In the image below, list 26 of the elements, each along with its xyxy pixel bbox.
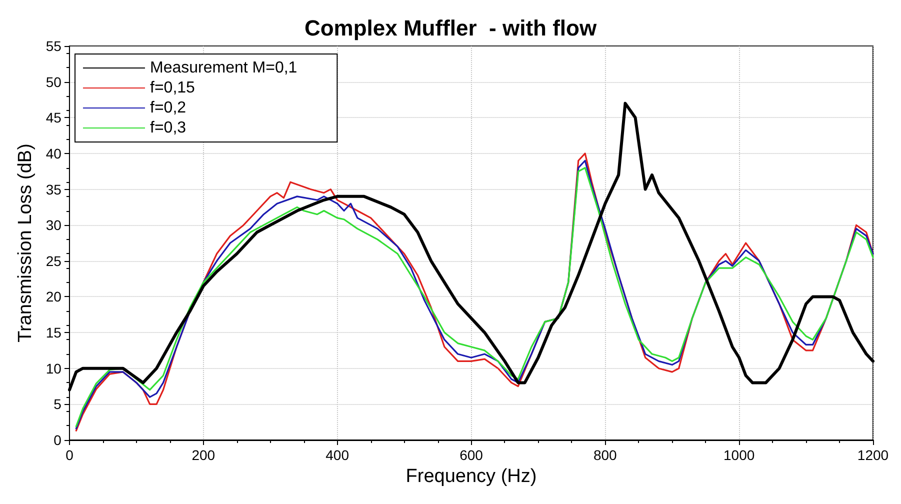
y-tick-label: 5 (54, 396, 62, 412)
x-tick-label: 600 (460, 447, 484, 463)
x-axis-title: Frequency (Hz) (406, 466, 537, 487)
x-tick-label: 800 (593, 447, 618, 463)
legend-label: f=0,3 (150, 120, 186, 136)
y-tick-label: 35 (46, 181, 62, 198)
x-tick-label: 1200 (857, 447, 889, 463)
x-tick-label: 200 (192, 447, 216, 463)
y-tick-label: 25 (46, 252, 62, 269)
x-tick-label: 1000 (724, 447, 755, 463)
legend-label: f=0,2 (150, 100, 186, 116)
y-tick-label: 0 (54, 432, 62, 448)
x-tick-label: 0 (66, 447, 74, 463)
y-tick-label: 20 (46, 288, 62, 305)
chart-title: Complex Muffler - with flow (304, 16, 598, 40)
y-tick-label: 10 (46, 360, 62, 376)
x-tick-label: 400 (326, 447, 350, 463)
legend-label: Measurement M=0,1 (150, 60, 298, 76)
y-tick-label: 55 (46, 38, 62, 54)
y-tick-label: 15 (46, 324, 62, 341)
y-tick-label: 45 (46, 110, 62, 126)
y-tick-label: 40 (46, 145, 62, 162)
y-tick-label: 30 (46, 217, 62, 234)
y-tick-label: 50 (46, 74, 62, 90)
legend-label: f=0,15 (150, 80, 196, 96)
y-axis-title: Transmission Loss (dB) (15, 144, 36, 342)
